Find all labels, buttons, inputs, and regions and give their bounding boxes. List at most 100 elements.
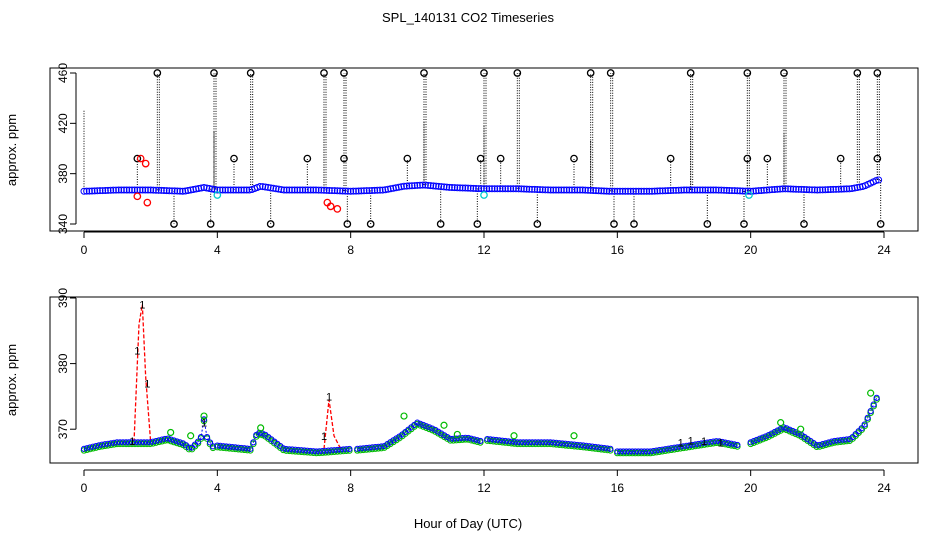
flag-point bbox=[246, 69, 255, 77]
baseline-point bbox=[403, 182, 411, 190]
baseline-point bbox=[747, 187, 755, 195]
flag-point bbox=[343, 220, 352, 228]
baseline-point bbox=[597, 187, 605, 195]
green-point bbox=[653, 448, 660, 456]
baseline-point bbox=[360, 187, 368, 195]
blue-point bbox=[363, 444, 370, 452]
blue-point bbox=[607, 445, 614, 452]
flag-point bbox=[570, 154, 578, 163]
baseline-point bbox=[664, 187, 672, 195]
baseline-point bbox=[149, 186, 157, 194]
baseline-point bbox=[643, 187, 651, 195]
green-point bbox=[689, 443, 696, 450]
baseline-point bbox=[539, 186, 547, 194]
baseline-point bbox=[267, 184, 275, 192]
baseline-point bbox=[840, 185, 848, 193]
blue-point bbox=[777, 425, 784, 433]
blue-point bbox=[656, 447, 663, 454]
blue-point bbox=[834, 437, 841, 444]
baseline-point bbox=[848, 185, 856, 193]
baseline-point bbox=[603, 187, 611, 195]
baseline-point bbox=[189, 186, 197, 194]
green-point bbox=[104, 441, 112, 449]
baseline-point bbox=[368, 186, 376, 194]
baseline-point bbox=[632, 187, 640, 195]
flag-point bbox=[533, 220, 542, 228]
baseline-point bbox=[704, 186, 712, 194]
baseline-point bbox=[691, 186, 699, 194]
blue-point bbox=[366, 444, 373, 451]
baseline-point bbox=[400, 182, 408, 190]
baseline-point bbox=[813, 186, 821, 194]
green-point bbox=[864, 416, 871, 423]
bottom-x-tick-label: 12 bbox=[477, 481, 491, 495]
baseline-point bbox=[488, 185, 496, 193]
red-one-mark: 1 bbox=[201, 418, 207, 430]
top-y-tick-label: 420 bbox=[56, 113, 70, 133]
baseline-point bbox=[173, 187, 181, 195]
blue-point bbox=[750, 438, 757, 445]
baseline-point bbox=[157, 186, 165, 194]
green-point bbox=[683, 444, 690, 451]
baseline-point bbox=[333, 187, 341, 195]
blue-point bbox=[774, 427, 781, 434]
blue-point bbox=[152, 437, 160, 445]
green-point bbox=[244, 446, 251, 454]
blue-point bbox=[873, 394, 880, 401]
green-point bbox=[343, 447, 350, 455]
baseline-point bbox=[523, 185, 531, 193]
baseline-point bbox=[136, 186, 144, 194]
baseline-point bbox=[749, 187, 757, 195]
baseline-point bbox=[805, 186, 813, 194]
blue-point bbox=[701, 439, 708, 447]
flag-point bbox=[800, 220, 808, 228]
baseline-point bbox=[528, 185, 536, 193]
green-point bbox=[843, 437, 850, 445]
baseline-point bbox=[416, 181, 424, 189]
baseline-point bbox=[187, 186, 195, 194]
flag-point bbox=[153, 69, 162, 77]
baseline-point bbox=[515, 185, 523, 193]
flag-point bbox=[610, 220, 618, 228]
top-x-axis: 0 4 8 12 16 20 24 bbox=[81, 231, 891, 257]
baseline-point bbox=[837, 185, 845, 193]
baseline-point bbox=[227, 186, 235, 194]
baseline-point bbox=[424, 181, 432, 189]
baseline-point bbox=[421, 181, 429, 189]
top-y-tick-label: 460 bbox=[56, 63, 70, 83]
baseline-point bbox=[277, 186, 285, 194]
green-point bbox=[695, 442, 702, 449]
baseline-point bbox=[875, 176, 883, 184]
baseline-point bbox=[573, 186, 581, 194]
baseline-point bbox=[235, 186, 243, 194]
baseline-point bbox=[349, 187, 357, 195]
baseline-point bbox=[397, 183, 405, 191]
baseline-point bbox=[459, 184, 467, 192]
flag-point bbox=[210, 69, 218, 77]
baseline-point bbox=[725, 186, 733, 194]
green-point bbox=[728, 441, 735, 449]
blue-point bbox=[680, 443, 687, 450]
series-line bbox=[83, 419, 215, 450]
blue-point bbox=[369, 444, 376, 451]
bottom-x-tick-label: 8 bbox=[347, 481, 354, 495]
baseline-point bbox=[611, 187, 619, 195]
baseline-point bbox=[467, 184, 475, 192]
green-point bbox=[704, 440, 711, 448]
baseline-point bbox=[784, 185, 792, 193]
flag-point bbox=[606, 69, 615, 77]
baseline-point bbox=[168, 187, 176, 195]
green-point bbox=[417, 422, 424, 429]
blue-point bbox=[149, 438, 157, 445]
baseline-point bbox=[280, 186, 288, 194]
blue-point bbox=[768, 430, 775, 437]
blue-point bbox=[161, 435, 169, 443]
baseline-point bbox=[477, 185, 485, 193]
flag-point bbox=[170, 220, 178, 228]
top-x-tick-label: 12 bbox=[477, 243, 491, 257]
baseline-point bbox=[608, 187, 616, 195]
baseline-point bbox=[219, 186, 227, 194]
baseline-point bbox=[645, 187, 653, 195]
green-point bbox=[164, 436, 172, 444]
